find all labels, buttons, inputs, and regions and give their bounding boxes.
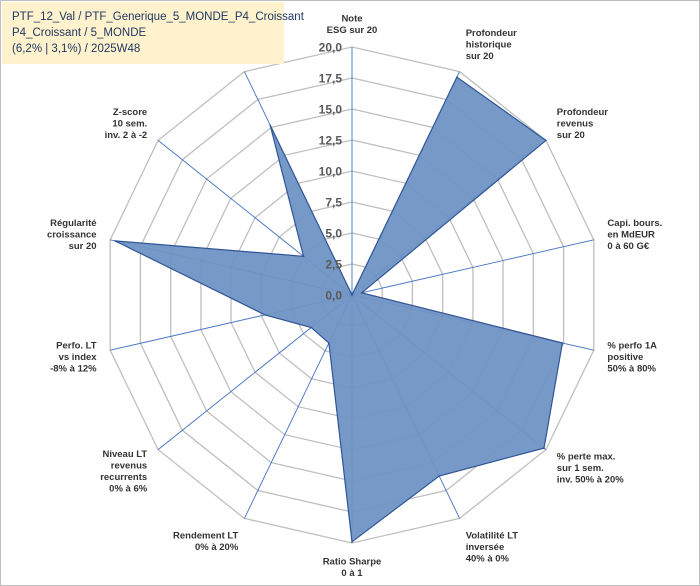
axis-label-line: Rendement LT — [173, 531, 238, 542]
axis-label-line: sur 20 — [466, 51, 494, 62]
axis-label-line: 10 sem. — [112, 118, 147, 129]
data-point — [114, 240, 116, 242]
axis-label-line: croissance — [47, 229, 97, 240]
axis-label-line: 50% à 80% — [607, 364, 656, 375]
axis-label-line: Profondeur — [466, 28, 517, 39]
tick-label: 2,5 — [325, 258, 342, 272]
axis-label-line: -8% à 12% — [50, 364, 97, 375]
axis-label-line: sur 20 — [557, 130, 585, 141]
axis-label: % perfo 1A positive 50% à 80% — [607, 341, 657, 375]
data-point — [264, 314, 266, 316]
data-point — [269, 124, 272, 126]
title-line-3: (6,2% | 3,1%) / 2025W48 — [12, 43, 141, 55]
axis-label: % perte max. sur 1 sem. inv. 50% à 20% — [557, 452, 624, 486]
axis-label-line: Ratio Sharpe — [323, 557, 382, 568]
axis-label-line: Régularité — [50, 218, 96, 229]
series — [114, 76, 564, 543]
spoke-line — [351, 239, 594, 296]
tick-label: 20,0 — [319, 41, 343, 55]
axis-label-line: Note — [341, 14, 362, 25]
axis-label-line: revenus — [557, 118, 593, 129]
axis-label-line: % perte max. — [557, 452, 616, 463]
axis-label-line: Capi. bours. — [607, 218, 662, 229]
axis-label-line: 0% à 20% — [195, 542, 239, 553]
data-point — [360, 292, 363, 294]
data-point — [351, 294, 353, 296]
axis-label: Capi. bours. en MdEUR 0 à 60 G€ — [607, 218, 662, 252]
axis-label-line: 0 à 1 — [341, 568, 363, 579]
data-point — [310, 326, 313, 329]
axis-label-line: 0 à 60 G€ — [607, 241, 649, 252]
axis-label-line: inversée — [466, 542, 505, 553]
axis-label: Rendement LT 0% à 20% — [173, 531, 239, 554]
data-point — [351, 541, 353, 543]
tick-label: 10,0 — [319, 165, 343, 179]
axis-label-line: Niveau LT — [102, 449, 147, 460]
axis-label-line: % perfo 1A — [607, 341, 657, 352]
axis-label-line: vs index — [59, 352, 98, 363]
axis-label: Volatilité LT inversée 40% à 0% — [466, 531, 519, 565]
data-point — [456, 76, 458, 78]
axis-label: Note ESG sur 20 — [327, 14, 378, 37]
axis-label-line: 0% à 6% — [109, 483, 148, 494]
axis-label: Profondeur revenus sur 20 — [557, 107, 608, 141]
axis-label-line: Volatilité LT — [466, 531, 519, 542]
axis-label-line: ESG sur 20 — [327, 25, 378, 36]
axis-label-line: historique — [466, 39, 512, 50]
tick-label: 17,5 — [319, 72, 343, 86]
data-point — [543, 447, 545, 449]
axis-label-line: Perfo. LT — [56, 341, 97, 352]
axis-label: Perfo. LT vs index -8% à 12% — [50, 341, 97, 375]
data-point — [328, 342, 330, 344]
axis-label-line: Profondeur — [557, 107, 608, 118]
title-line-1: PTF_12_Val / PTF_Generique_5_MONDE_P4_Cr… — [12, 11, 304, 23]
data-point — [545, 139, 547, 142]
chart-title-box: PTF_12_Val / PTF_Generique_5_MONDE_P4_Cr… — [2, 2, 304, 64]
axis-label-line: sur 1 sem. — [557, 463, 604, 474]
axis-label: Régularité croissance sur 20 — [47, 218, 97, 252]
axis-label-line: inv. 2 à -2 — [105, 130, 148, 141]
data-point — [302, 255, 305, 258]
title-line-2: P4_Croissant / 5_MONDE — [12, 27, 147, 39]
data-point — [561, 342, 564, 344]
tick-label: 15,0 — [319, 103, 343, 117]
tick-label: 12,5 — [319, 134, 343, 148]
axis-label-line: en MdEUR — [607, 229, 655, 240]
axis-label: Profondeur historique sur 20 — [466, 28, 517, 62]
axis-label: Z-score 10 sem. inv. 2 à -2 — [105, 107, 148, 141]
tick-label: 0,0 — [325, 289, 342, 303]
data-point — [438, 475, 441, 477]
tick-label: 5,0 — [325, 227, 342, 241]
axis-label: Niveau LT revenus recurrents 0% à 6% — [100, 449, 148, 495]
axis-label: Ratio Sharpe 0 à 1 — [323, 557, 382, 580]
axis-label-line: recurrents — [100, 472, 147, 483]
axis-label-line: inv. 50% à 20% — [557, 475, 624, 486]
axis-label-line: positive — [607, 352, 643, 363]
axis-label-line: sur 20 — [69, 241, 97, 252]
axis-label-line: Z-score — [113, 107, 147, 118]
axis-label-line: revenus — [111, 460, 147, 471]
tick-label: 7,5 — [325, 196, 342, 210]
radial-ticks: 0,0 2,5 5,0 7,5 10,0 12,5 15,0 17,5 20,0 — [319, 41, 343, 303]
axis-label-line: 40% à 0% — [466, 554, 510, 565]
